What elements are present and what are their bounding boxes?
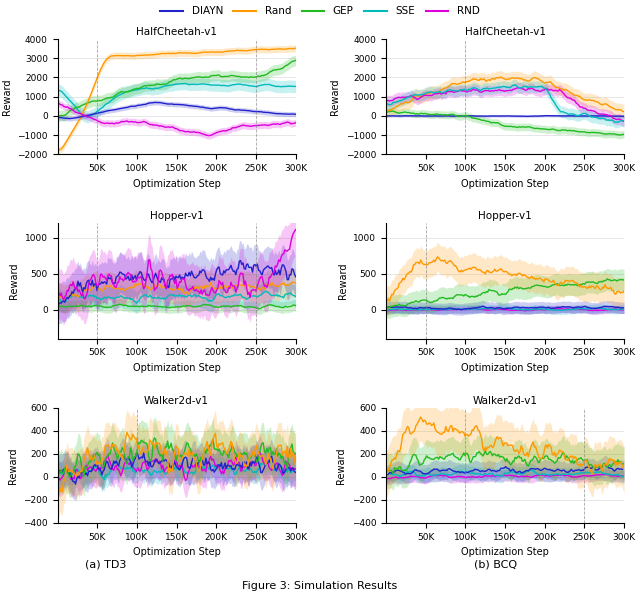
Text: (b) BCQ: (b) BCQ bbox=[474, 560, 518, 570]
Text: (a) TD3: (a) TD3 bbox=[85, 560, 126, 570]
X-axis label: Optimization Step: Optimization Step bbox=[461, 178, 549, 189]
Title: Hopper-v1: Hopper-v1 bbox=[478, 211, 532, 221]
Y-axis label: Reward: Reward bbox=[338, 263, 348, 299]
Y-axis label: Reward: Reward bbox=[8, 447, 18, 484]
X-axis label: Optimization Step: Optimization Step bbox=[461, 547, 549, 557]
Legend: DIAYN, Rand, GEP, SSE, RND: DIAYN, Rand, GEP, SSE, RND bbox=[156, 2, 484, 20]
X-axis label: Optimization Step: Optimization Step bbox=[132, 178, 221, 189]
Title: HalfCheetah-v1: HalfCheetah-v1 bbox=[465, 27, 545, 37]
X-axis label: Optimization Step: Optimization Step bbox=[132, 547, 221, 557]
Title: Walker2d-v1: Walker2d-v1 bbox=[144, 395, 209, 406]
Y-axis label: Reward: Reward bbox=[330, 78, 340, 115]
Text: Figure 3: Simulation Results: Figure 3: Simulation Results bbox=[243, 581, 397, 591]
Y-axis label: Reward: Reward bbox=[10, 263, 19, 299]
Title: HalfCheetah-v1: HalfCheetah-v1 bbox=[136, 27, 217, 37]
X-axis label: Optimization Step: Optimization Step bbox=[461, 363, 549, 373]
Title: Hopper-v1: Hopper-v1 bbox=[150, 211, 204, 221]
X-axis label: Optimization Step: Optimization Step bbox=[132, 363, 221, 373]
Y-axis label: Reward: Reward bbox=[336, 447, 346, 484]
Title: Walker2d-v1: Walker2d-v1 bbox=[472, 395, 538, 406]
Y-axis label: Reward: Reward bbox=[2, 78, 12, 115]
